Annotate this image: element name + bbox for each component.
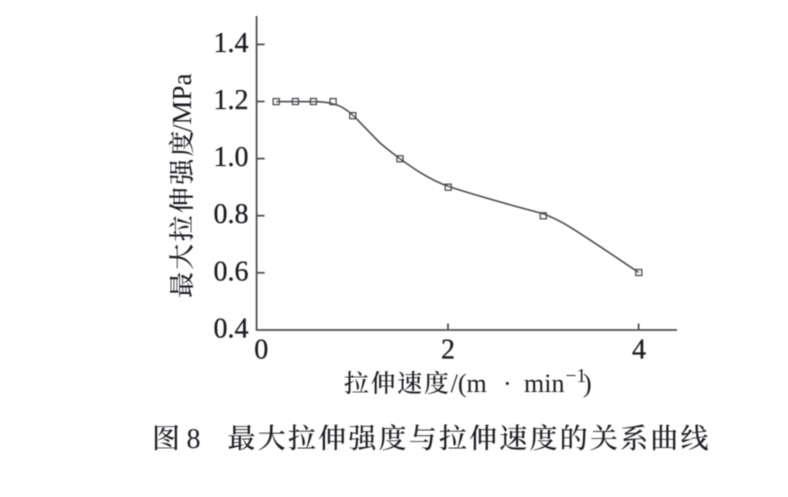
svg-text:1.4: 1.4 (214, 28, 249, 59)
svg-text:1.0: 1.0 (214, 142, 249, 173)
svg-text:): ) (583, 369, 592, 398)
svg-text:0.6: 0.6 (214, 256, 249, 287)
svg-text:/(m: /(m (451, 369, 487, 398)
svg-text:1.2: 1.2 (214, 85, 249, 116)
svg-text:0: 0 (254, 335, 268, 366)
svg-text:8: 8 (187, 424, 201, 455)
svg-text:/MPa: /MPa (167, 73, 197, 132)
svg-text:−1: −1 (566, 366, 587, 387)
svg-text:·: · (503, 369, 512, 398)
svg-text:2: 2 (441, 335, 455, 366)
svg-text:0.8: 0.8 (214, 199, 249, 230)
svg-text:0.4: 0.4 (214, 313, 249, 344)
svg-text:4: 4 (632, 335, 646, 366)
svg-text:min: min (524, 369, 564, 398)
